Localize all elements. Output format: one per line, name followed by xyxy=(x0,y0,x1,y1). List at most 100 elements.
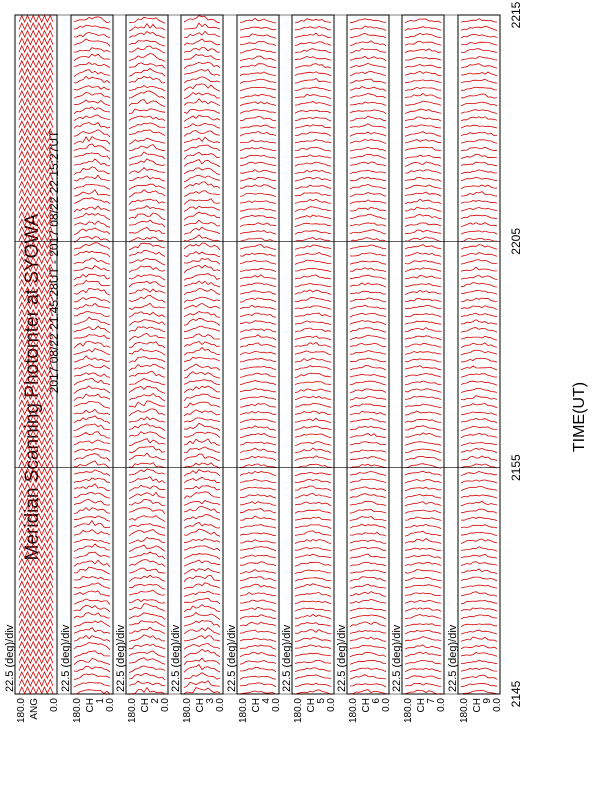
scan-trace xyxy=(239,599,277,604)
scan-trace xyxy=(349,169,387,175)
scan-trace xyxy=(183,114,221,122)
scan-trace xyxy=(294,101,332,107)
scan-trace xyxy=(183,611,221,621)
scan-trace xyxy=(349,410,387,416)
scan-trace xyxy=(73,340,111,349)
scan-trace xyxy=(294,131,332,137)
scan-trace xyxy=(183,76,221,84)
scan-trace xyxy=(404,380,442,386)
scan-trace xyxy=(239,447,277,454)
scan-trace xyxy=(349,425,387,431)
scan-trace xyxy=(183,38,221,46)
scan-trace xyxy=(239,494,277,499)
scan-trace xyxy=(295,485,332,492)
scan-trace xyxy=(183,61,221,69)
scan-trace xyxy=(349,342,387,348)
scan-trace xyxy=(73,408,111,416)
scan-trace xyxy=(404,358,441,363)
scan-trace xyxy=(404,682,442,687)
scan-trace xyxy=(294,433,332,439)
scan-trace xyxy=(18,572,54,582)
scan-trace xyxy=(404,523,442,529)
scan-trace xyxy=(73,99,111,107)
trace-group xyxy=(460,18,498,695)
scan-trace xyxy=(460,34,498,39)
scan-trace xyxy=(128,212,166,220)
scan-trace xyxy=(18,316,54,325)
panel-ylabel: CH xyxy=(85,698,96,712)
scan-trace xyxy=(460,327,498,333)
trace-group xyxy=(294,18,332,695)
scan-trace xyxy=(349,290,386,295)
scan-trace xyxy=(349,403,387,408)
scan-trace xyxy=(128,189,166,198)
scan-trace xyxy=(73,431,111,439)
scan-trace xyxy=(128,378,165,385)
scan-trace xyxy=(404,267,442,272)
scan-trace xyxy=(73,53,111,62)
scan-trace xyxy=(239,130,277,137)
scan-trace xyxy=(460,538,498,544)
scan-trace xyxy=(183,181,221,189)
scan-trace xyxy=(239,569,277,574)
y-tick-bottom: 0.0 xyxy=(271,698,282,712)
scan-trace xyxy=(404,18,442,24)
scale-label: 22.5 (deg)/div xyxy=(115,624,127,692)
scan-trace xyxy=(460,568,498,575)
scan-trace xyxy=(18,384,54,393)
scan-trace xyxy=(349,621,387,627)
scan-trace xyxy=(404,304,442,310)
scan-trace xyxy=(183,280,221,288)
scan-trace xyxy=(404,184,442,190)
scan-trace xyxy=(183,687,221,695)
scan-trace xyxy=(239,146,277,152)
scan-trace xyxy=(73,183,111,190)
scan-trace xyxy=(18,452,54,461)
scan-trace xyxy=(128,30,166,39)
scan-trace xyxy=(294,600,332,605)
scan-trace xyxy=(295,463,331,468)
scan-trace xyxy=(239,115,276,121)
scan-trace xyxy=(183,453,221,462)
scan-trace xyxy=(183,167,221,175)
scan-trace xyxy=(183,98,221,106)
scan-trace xyxy=(73,483,111,491)
scan-trace xyxy=(404,530,442,537)
scan-trace xyxy=(183,251,221,258)
panel-channel: 6 xyxy=(371,698,382,704)
scan-trace xyxy=(294,18,332,24)
scan-trace xyxy=(460,486,498,491)
scan-trace xyxy=(183,296,221,303)
scan-trace xyxy=(460,395,498,401)
scan-trace xyxy=(404,470,442,476)
scan-trace xyxy=(460,153,498,159)
scan-trace xyxy=(460,349,498,356)
scan-trace xyxy=(18,331,54,340)
y-tick-bottom: 0.0 xyxy=(381,698,392,712)
scan-trace xyxy=(183,83,221,92)
scan-trace xyxy=(239,629,277,635)
scan-trace xyxy=(349,70,387,77)
panel-channel: 4 xyxy=(261,698,272,704)
scan-trace xyxy=(183,500,221,506)
scan-trace xyxy=(18,233,54,242)
scan-trace xyxy=(460,207,498,212)
scan-trace xyxy=(73,236,111,243)
scan-trace xyxy=(183,174,221,183)
scan-trace xyxy=(460,623,497,627)
scan-trace xyxy=(239,365,277,370)
scale-label: 22.5 (deg)/div xyxy=(447,624,459,692)
scan-trace xyxy=(239,372,277,378)
scan-trace xyxy=(460,56,498,61)
scan-trace xyxy=(73,91,111,99)
scan-trace xyxy=(404,659,442,665)
scan-trace xyxy=(294,644,332,650)
scan-trace xyxy=(460,674,498,680)
scan-trace xyxy=(128,341,166,348)
scan-trace xyxy=(404,554,442,559)
scan-trace xyxy=(239,532,277,536)
scan-trace xyxy=(18,142,54,152)
scan-trace xyxy=(405,675,442,679)
scan-trace xyxy=(349,213,387,220)
scan-trace xyxy=(73,158,111,167)
